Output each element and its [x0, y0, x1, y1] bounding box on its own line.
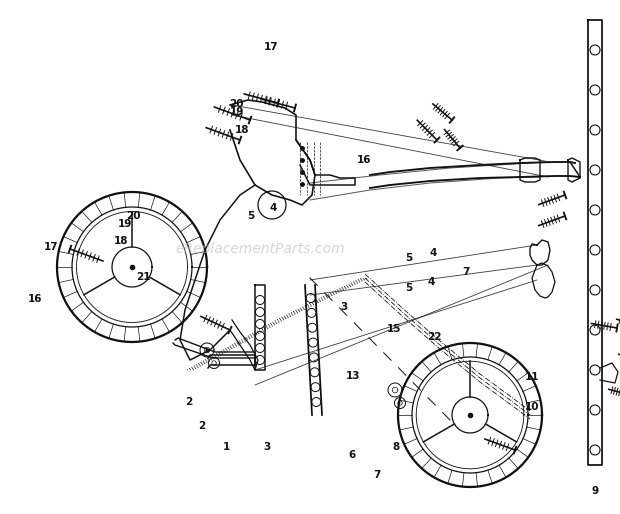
Text: 4: 4 [427, 277, 435, 287]
Text: 11: 11 [525, 372, 539, 382]
Text: 20: 20 [229, 99, 244, 109]
Text: 4: 4 [269, 203, 277, 213]
Text: 7: 7 [373, 470, 381, 480]
Text: 2: 2 [198, 420, 205, 431]
Text: 1: 1 [223, 442, 230, 452]
Text: 18: 18 [113, 235, 128, 246]
Text: 18: 18 [234, 124, 249, 135]
Text: 2: 2 [185, 397, 193, 407]
Text: 5: 5 [247, 211, 255, 221]
Text: 8: 8 [392, 442, 399, 452]
Text: 17: 17 [43, 242, 58, 252]
Text: 10: 10 [525, 402, 539, 412]
Text: 16: 16 [357, 155, 372, 166]
Text: 19: 19 [229, 107, 244, 117]
Text: 16: 16 [27, 294, 42, 304]
Text: 21: 21 [136, 271, 151, 282]
Text: 5: 5 [405, 283, 413, 293]
Text: 19: 19 [118, 219, 133, 229]
Text: 3: 3 [340, 302, 348, 313]
Text: 15: 15 [387, 324, 402, 334]
Text: 17: 17 [264, 42, 279, 52]
Text: 22: 22 [427, 332, 441, 342]
Text: 7: 7 [463, 267, 470, 278]
Text: eReplacementParts.com: eReplacementParts.com [175, 242, 345, 256]
Text: 9: 9 [591, 486, 599, 496]
Text: 4: 4 [429, 248, 436, 258]
Text: 3: 3 [263, 442, 270, 452]
Text: 20: 20 [126, 211, 141, 221]
Text: 5: 5 [405, 253, 413, 263]
Text: 6: 6 [348, 450, 356, 460]
Text: 13: 13 [346, 371, 361, 381]
